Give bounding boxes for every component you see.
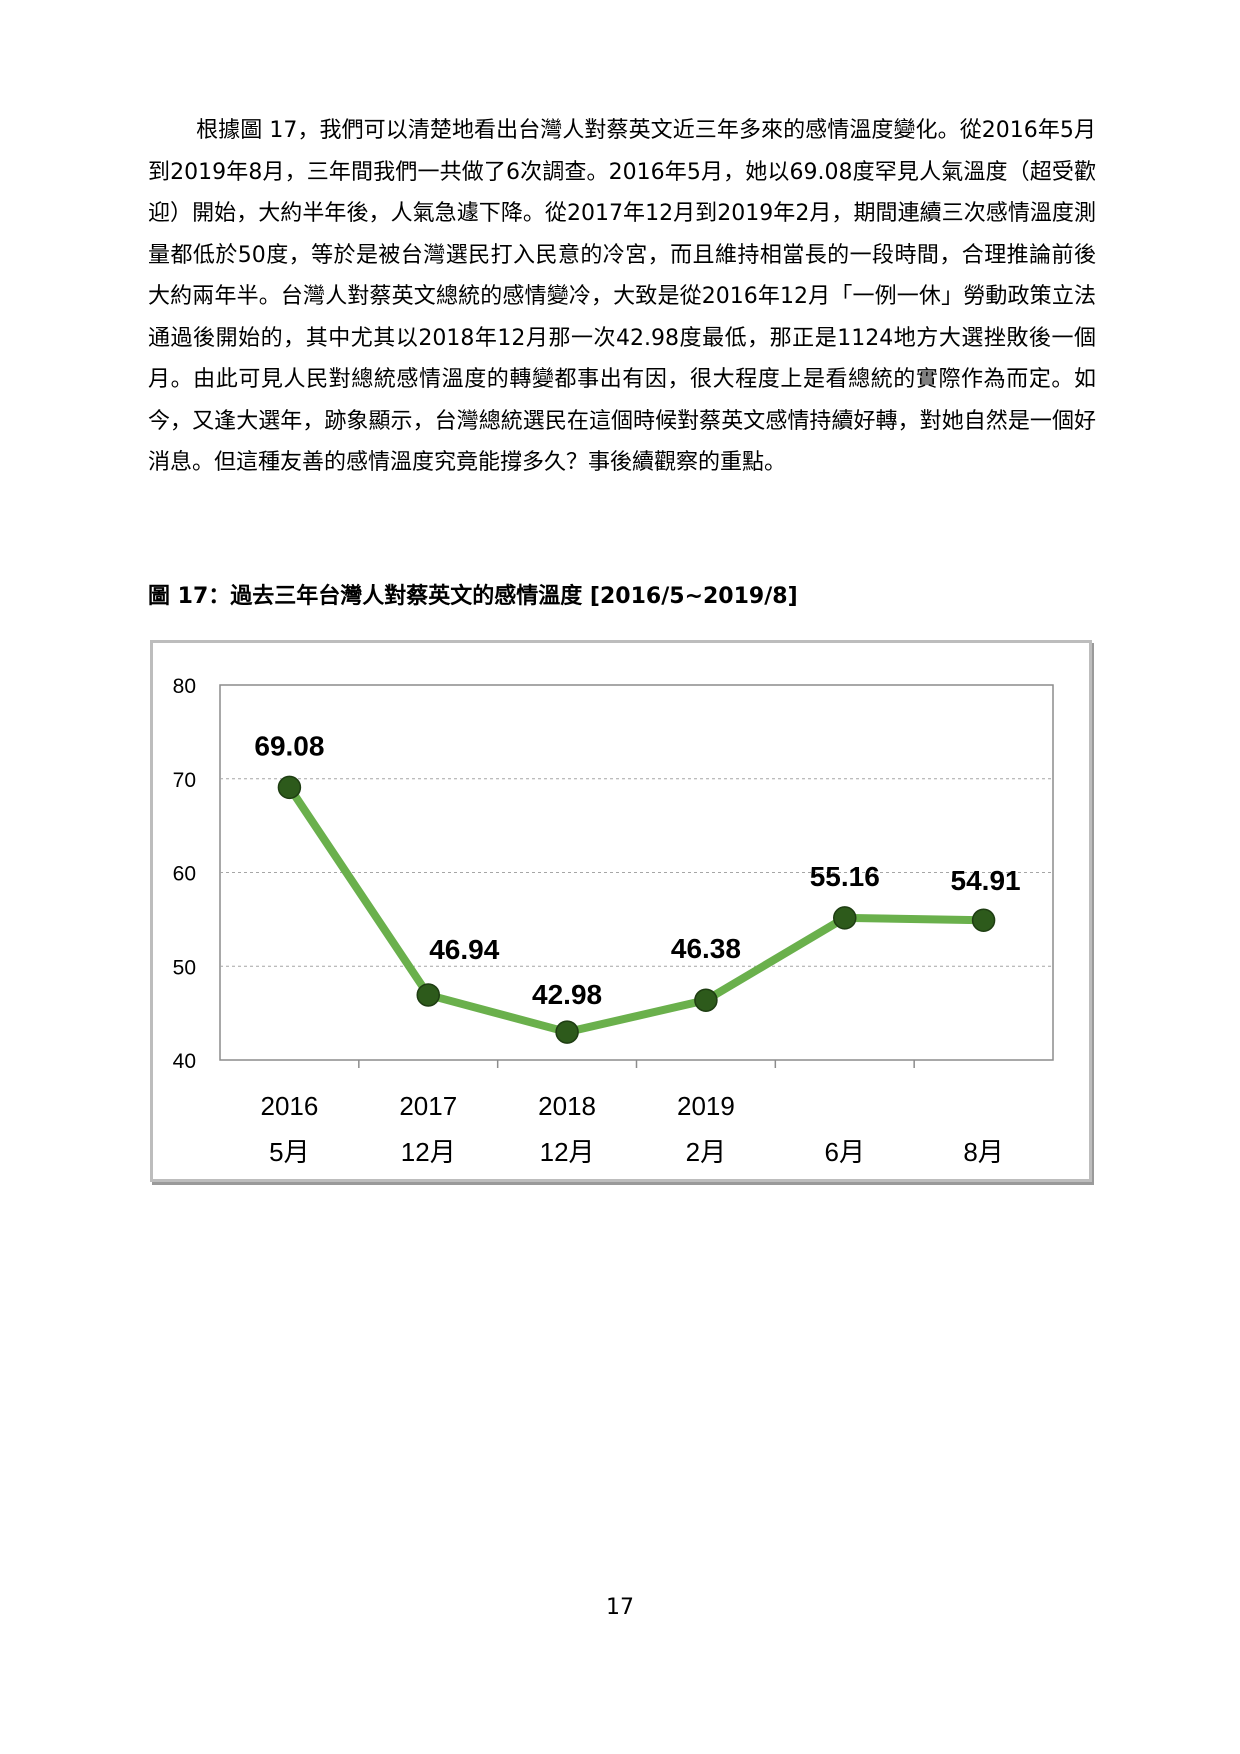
data-label: 42.98 (532, 979, 602, 1010)
data-point (833, 906, 857, 930)
x-tick-label-year: 2019 (677, 1091, 735, 1121)
x-tick-label-month: 8月 (963, 1137, 1003, 1167)
x-tick-label-year: 2016 (260, 1091, 318, 1121)
y-tick-label: 50 (173, 956, 196, 979)
x-tick-label-month: 12月 (401, 1137, 456, 1167)
temperature-line-chart: 80 70 60 50 40 2016 5月 2017 12月 2018 12月 2019 2月 6月 8月… (173, 675, 1054, 1167)
page-number: 17 (606, 1595, 634, 1620)
data-label: 46.38 (671, 933, 741, 964)
data-point (277, 775, 302, 800)
data-label: 69.08 (254, 730, 324, 761)
y-tick-label: 70 (173, 769, 196, 792)
data-point (971, 908, 996, 932)
y-tick-label: 80 (173, 675, 196, 698)
data-label: 46.94 (429, 934, 499, 965)
series-line (285, 783, 988, 1037)
body-paragraph: 根據圖 17，我們可以清楚地看出台灣人對蔡英文近三年多來的感情溫度變化。從201… (148, 110, 1096, 484)
data-label: 55.16 (810, 861, 880, 892)
x-tick-label-month: 5月 (269, 1137, 309, 1167)
data-point (555, 1020, 579, 1044)
x-tick-label-month: 2月 (686, 1137, 726, 1167)
data-point (694, 988, 718, 1012)
figure-title: 圖 17：過去三年台灣人對蔡英文的感情溫度 [2016/5~2019/8] (148, 584, 798, 609)
x-tick-label-year: 2018 (538, 1091, 596, 1121)
x-tick-label-month: 12月 (540, 1137, 595, 1167)
y-tick-label: 60 (173, 863, 196, 886)
x-tick-label-month: 6月 (825, 1137, 865, 1167)
y-tick-label: 40 (173, 1050, 196, 1073)
data-point (416, 983, 440, 1007)
data-label: 54.91 (951, 865, 1021, 896)
x-tick-label-year: 2017 (399, 1091, 457, 1121)
body-text: 根據圖 17，我們可以清楚地看出台灣人對蔡英文近三年多來的感情溫度變化。從201… (148, 118, 1096, 475)
chart-frame: 80 70 60 50 40 2016 5月 2017 12月 2018 12月 2019 2月 6月 8月… (150, 640, 1092, 1182)
